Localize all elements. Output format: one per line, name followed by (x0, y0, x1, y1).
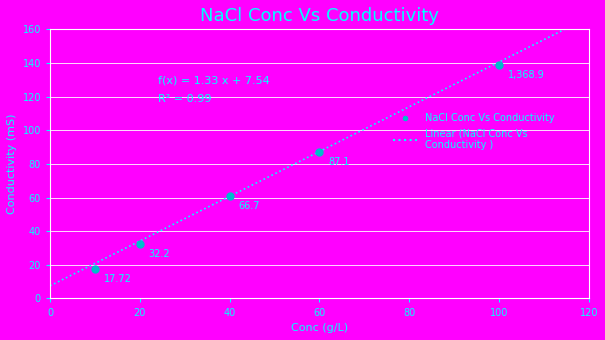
Point (90, 266, 100, 271)
Text: 66.7: 66.7 (238, 201, 260, 211)
Text: 17.72: 17.72 (104, 274, 132, 284)
Legend: NaCl Conc Vs Conductivity, Linear (NaCl Conc Vs
Conductivity ): NaCl Conc Vs Conductivity, Linear (NaCl … (389, 109, 558, 154)
Title: NaCl Conc Vs Conductivity: NaCl Conc Vs Conductivity (200, 7, 439, 25)
Text: 32.2: 32.2 (149, 249, 171, 259)
Point (225, 193, 235, 199)
Text: 87.1: 87.1 (329, 157, 350, 167)
Point (315, 149, 324, 155)
Y-axis label: Conductivity (mS): Conductivity (mS) (7, 114, 17, 214)
Text: 1,368.9: 1,368.9 (508, 70, 544, 80)
X-axis label: Conc (g/L): Conc (g/L) (291, 323, 348, 333)
Text: R² = 0.99: R² = 0.99 (158, 94, 211, 104)
Text: f(x) = 1.33 x + 7.54: f(x) = 1.33 x + 7.54 (158, 75, 270, 85)
Point (494, 62, 504, 68)
Point (135, 242, 145, 247)
